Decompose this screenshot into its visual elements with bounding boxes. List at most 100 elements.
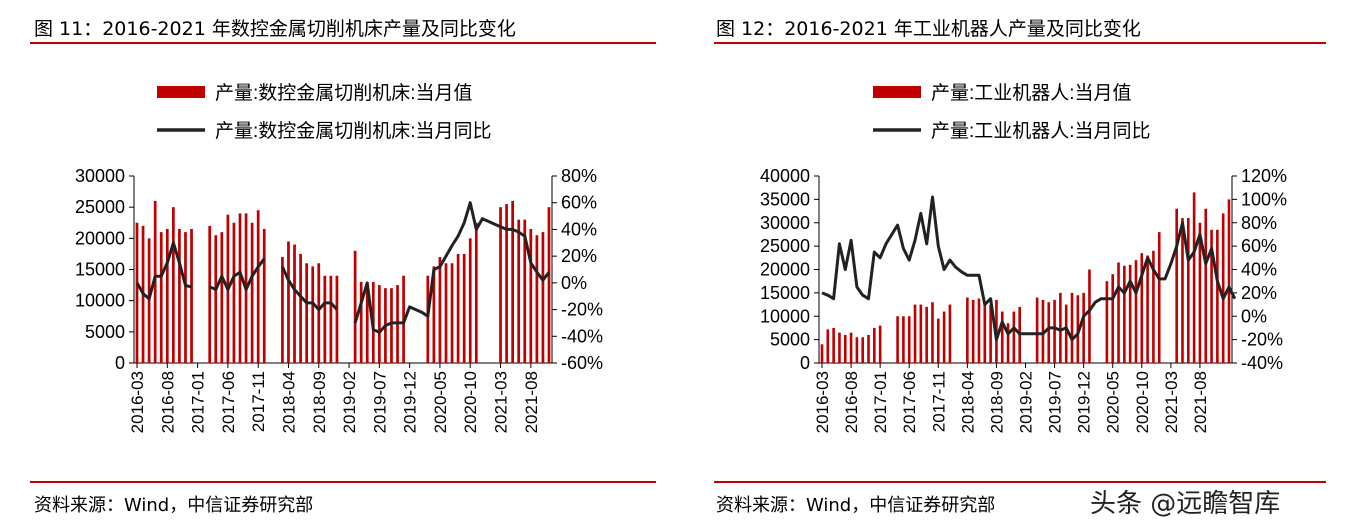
bar (843, 334, 847, 363)
bar (1047, 302, 1051, 363)
bar (948, 304, 952, 363)
bar (878, 325, 882, 363)
bar (855, 337, 859, 363)
bar (450, 263, 454, 363)
title-divider (714, 42, 1326, 44)
right-axis-tick-label: -40% (561, 326, 603, 346)
bar (178, 228, 181, 363)
bar (832, 327, 835, 363)
left-axis-tick-label: 25000 (75, 197, 125, 217)
legend-swatch-bar (873, 86, 921, 98)
bar (826, 329, 830, 363)
bar (1082, 292, 1085, 363)
right-axis-tick-label: 0% (1241, 306, 1267, 326)
right-axis-tick-label: 0% (561, 273, 587, 293)
bar (311, 266, 315, 363)
x-axis-tick-label: 2016-08 (158, 371, 177, 433)
bar (214, 235, 218, 363)
bar (262, 228, 266, 363)
bar (256, 210, 260, 363)
bar (838, 332, 841, 363)
bar (1053, 299, 1056, 363)
bar (1134, 260, 1138, 363)
bar (983, 302, 987, 363)
chart-panel-machine-tools: 图 11：2016-2021 年数控金属切削机床产量及同比变化 产量:数控金属切… (0, 0, 670, 530)
bar (1035, 297, 1039, 363)
x-axis-tick-label: 2017-06 (900, 371, 919, 433)
bar (1192, 192, 1196, 363)
bar (426, 275, 430, 363)
bar (541, 232, 545, 363)
bar (971, 299, 975, 363)
right-axis-tick-label: 20% (1241, 283, 1277, 303)
bar (287, 241, 290, 363)
bar (1140, 253, 1144, 363)
bar (523, 219, 527, 363)
legend-label-bar: 产量:工业机器人:当月值 (931, 82, 1132, 104)
bar (1181, 218, 1184, 363)
bar (505, 204, 508, 363)
bar (468, 238, 472, 363)
figure-title: 图 12：2016-2021 年工业机器人产量及同比变化 (716, 18, 1141, 40)
bar (377, 285, 381, 363)
x-axis-tick-label: 2016-08 (842, 371, 861, 433)
right-axis-tick-label: 20% (561, 246, 597, 266)
left-axis-tick-label: 5000 (770, 330, 810, 350)
bar (1111, 274, 1115, 363)
bar (1221, 213, 1225, 363)
source-divider (30, 481, 656, 483)
left-axis-tick-label: 5000 (85, 322, 125, 342)
bar (1128, 264, 1132, 363)
bar (1152, 250, 1155, 363)
yoy-line (821, 195, 1237, 342)
bar (936, 318, 940, 363)
bar (1088, 269, 1091, 363)
legend-label-line: 产量:工业机器人:当月同比 (931, 120, 1151, 142)
left-axis-tick-label: 0 (115, 353, 125, 373)
bar (1070, 292, 1074, 363)
bar (1123, 265, 1126, 363)
x-axis-tick-label: 2021-03 (492, 371, 511, 433)
bar (535, 235, 539, 363)
bar (456, 253, 460, 363)
bar (1175, 208, 1178, 363)
left-axis-tick-label: 30000 (760, 213, 810, 233)
x-axis-tick-label: 2020-05 (1104, 371, 1123, 433)
left-axis-tick-label: 20000 (760, 260, 810, 280)
x-axis-tick-label: 2020-10 (461, 371, 480, 433)
right-axis-tick-label: -20% (561, 300, 603, 320)
bar (1064, 304, 1068, 363)
figure-title: 图 11：2016-2021 年数控金属切削机床产量及同比变化 (34, 18, 516, 40)
bar (305, 263, 309, 363)
title-divider (30, 42, 656, 44)
left-axis-tick-label: 15000 (760, 283, 810, 303)
bar (329, 275, 333, 363)
bar (913, 304, 917, 363)
bar (902, 316, 905, 363)
bar (1146, 255, 1149, 363)
x-axis-tick-label: 2017-01 (871, 371, 890, 433)
bar (907, 316, 911, 363)
bar (1210, 229, 1213, 363)
bar (942, 311, 946, 363)
bar (438, 257, 442, 363)
left-axis-tick-label: 20000 (75, 228, 125, 248)
x-axis-tick-label: 2018-09 (310, 371, 329, 433)
bar (1012, 311, 1016, 363)
x-axis-tick-label: 2017-11 (249, 371, 268, 432)
bar (1105, 281, 1109, 363)
bar (1117, 262, 1120, 363)
x-axis-tick-label: 2017-06 (219, 371, 238, 433)
x-axis-tick-label: 2021-03 (1162, 371, 1181, 433)
bar (317, 263, 321, 363)
right-axis-tick-label: -20% (1241, 330, 1283, 350)
x-axis-tick-label: 2018-04 (958, 371, 977, 433)
bar (390, 288, 393, 363)
bar (1198, 222, 1202, 363)
left-axis-tick-label: 30000 (75, 166, 125, 186)
bar (190, 228, 193, 363)
right-axis-tick-label: 40% (561, 219, 597, 239)
right-axis-tick-label: -60% (561, 353, 603, 373)
x-axis-tick-label: 2019-02 (340, 371, 359, 433)
